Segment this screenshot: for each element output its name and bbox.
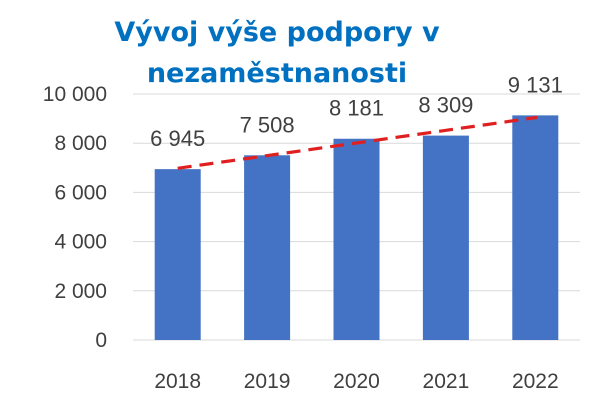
y-tick-label: 6 000 <box>54 181 107 204</box>
bar-2019 <box>244 155 291 340</box>
x-tick-label: 2022 <box>512 370 559 393</box>
x-tick-label: 2019 <box>244 370 291 393</box>
y-tick-label: 0 <box>95 329 107 352</box>
bar-2021 <box>422 135 469 340</box>
x-tick-label: 2021 <box>423 370 470 393</box>
x-axis-ticks: 2018 2019 2020 2021 2022 <box>154 370 558 393</box>
bar-2022 <box>512 115 559 340</box>
chart-title-line-2: nezaměstnanosti <box>147 58 407 89</box>
data-label-2020: 8 181 <box>329 96 384 121</box>
bars <box>154 115 559 340</box>
data-label-2022: 9 131 <box>508 72 563 97</box>
y-tick-label: 2 000 <box>54 280 107 303</box>
y-tick-label: 4 000 <box>54 231 107 254</box>
bar-2018 <box>154 169 201 340</box>
y-tick-label: 10 000 <box>43 83 107 106</box>
x-tick-label: 2018 <box>154 370 201 393</box>
bar-2020 <box>333 138 380 340</box>
trendline <box>177 115 538 170</box>
trendline-line <box>177 115 538 170</box>
data-label-2018: 6 945 <box>150 126 205 151</box>
data-label-2021: 8 309 <box>418 93 473 118</box>
x-tick-label: 2020 <box>333 370 380 393</box>
y-tick-label: 8 000 <box>54 132 107 155</box>
chart-title-line-1: Vývoj výše podpory v <box>114 17 440 48</box>
y-axis-ticks: 0 2 000 4 000 6 000 8 000 10 000 <box>43 83 107 352</box>
data-label-2019: 7 508 <box>240 112 295 137</box>
data-labels: 6 945 7 508 8 181 8 309 9 131 <box>150 72 563 151</box>
